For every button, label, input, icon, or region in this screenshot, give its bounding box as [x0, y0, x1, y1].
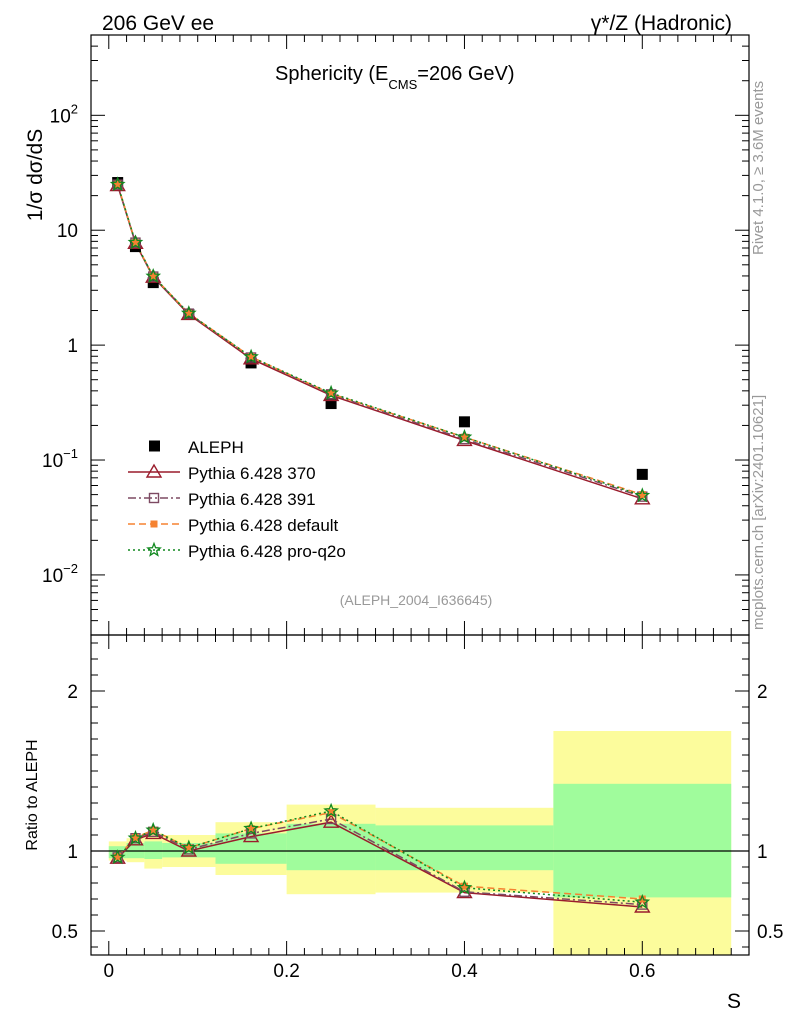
uncertainty-band-inner — [286, 823, 376, 871]
rivet-version-label: Rivet 4.1.0, ≥ 3.6M events — [750, 81, 767, 255]
series-4-point — [180, 305, 197, 321]
ratio-plot: 0.5 0.5 1 1 2 2 0 0.2 0.4 0.6 — [52, 634, 783, 982]
series-3-point — [327, 390, 335, 398]
ratio-series-3-point — [185, 844, 193, 852]
ratio-series-1-point — [242, 828, 260, 843]
series-2-point — [245, 352, 257, 363]
ratio-series-3-point — [131, 833, 139, 841]
legend-aleph-marker — [149, 440, 160, 452]
series-3-point — [247, 353, 255, 361]
series-3-point — [149, 272, 157, 280]
ratio-series-3-point — [149, 826, 157, 834]
series-3-point — [185, 309, 193, 317]
legend-series-3-marker — [150, 520, 158, 528]
ratio-y-axis-label: Ratio to ALEPH — [24, 739, 41, 850]
ratio-y-tick-label-right: 1 — [757, 842, 768, 863]
ratio-series-4-point — [323, 802, 340, 818]
ratio-series-3-point — [114, 853, 122, 861]
series-4-point — [634, 487, 651, 503]
series-2-point — [183, 308, 195, 319]
uncertainty-band-inner — [144, 841, 163, 859]
legend-aleph-label: ALEPH — [188, 438, 244, 457]
ratio-series-4-point — [145, 821, 162, 837]
main-y-axis-label: 1/σ dσ/dS — [24, 129, 47, 221]
main-y-tick-label: 10 — [57, 221, 78, 242]
x-tick-label: 0.2 — [273, 961, 299, 982]
aleph-point — [636, 468, 648, 480]
ratio-y-tick-label-right: 0.5 — [757, 922, 783, 943]
ratio-series-3-point — [247, 825, 255, 833]
ratio-line-4 — [117, 810, 643, 903]
ratio-series-4-point — [127, 829, 144, 845]
series-3-point — [460, 433, 468, 441]
ratio-series-3-point — [638, 895, 646, 903]
main-y-tick-label: 10−1 — [42, 446, 78, 472]
ratio-series-4-point — [456, 879, 473, 895]
aleph-point — [458, 416, 470, 428]
series-4-point — [323, 384, 340, 400]
main-plot: 10−2 10−1 1 10 102 ALEPH Pythia 6.428 370 Pythi… — [42, 34, 750, 636]
ratio-series-3-point — [327, 809, 335, 817]
ratio-series-4-point — [180, 839, 197, 855]
series-3-point — [131, 239, 139, 247]
energy-label: 206 GeV ee — [102, 12, 214, 35]
ratio-series-1-point — [322, 813, 340, 828]
ratio-series-3-point — [460, 882, 468, 890]
legend-series-1-label: Pythia 6.428 370 — [188, 464, 316, 483]
ratio-series-4-point — [634, 893, 651, 909]
ratio-line-2 — [117, 818, 643, 906]
main-y-tick-label: 10−2 — [42, 561, 78, 587]
series-3-point — [638, 491, 646, 499]
series-3-point — [114, 180, 122, 188]
legend-series-4-label: Pythia 6.428 pro-q2o — [188, 542, 346, 561]
ratio-frame — [90, 634, 750, 956]
ratio-series-4-point — [243, 820, 259, 836]
uncertainty-band-inner — [553, 783, 732, 898]
x-tick-label: 0.6 — [629, 961, 655, 982]
x-tick-label: 0.4 — [451, 961, 478, 982]
legend-series-2-label: Pythia 6.428 391 — [188, 490, 316, 509]
ratio-y-tick-label: 0.5 — [52, 922, 78, 943]
plot-title: Sphericity (ECMS=206 GeV) — [275, 63, 515, 92]
uncertainty-band-inner — [375, 825, 554, 871]
main-y-tick-label: 1 — [67, 336, 78, 357]
series-line-4 — [116, 184, 643, 497]
aleph-point — [325, 398, 337, 410]
series-2-point — [148, 271, 159, 282]
series-4-point — [109, 176, 126, 192]
legend-series-4-marker — [146, 541, 162, 557]
series-2-point — [325, 389, 337, 400]
legend-series-2-marker — [148, 492, 160, 504]
ratio-y-tick-label-right: 2 — [757, 682, 768, 703]
ratio-y-tick-label: 2 — [67, 682, 78, 703]
series-4-point — [145, 268, 162, 284]
ratio-y-tick-label: 1 — [67, 842, 78, 863]
aleph-point — [245, 357, 257, 369]
analysis-id-label: (ALEPH_2004_I636645) — [340, 592, 493, 608]
series-4-point — [127, 234, 144, 250]
x-tick-label: 0 — [103, 961, 114, 982]
ratio-series-4-point — [109, 849, 126, 865]
series-4-point — [456, 428, 473, 444]
main-y-tick-label: 102 — [50, 101, 78, 127]
series-4-point — [243, 348, 259, 364]
legend-series-1-marker — [145, 463, 163, 478]
ratio-line-3 — [117, 811, 643, 900]
process-label: γ*/Z (Hadronic) — [591, 12, 732, 35]
mcplots-citation-label: mcplots.cern.ch [arXiv:2401.10621] — [750, 395, 767, 630]
legend-series-3-label: Pythia 6.428 default — [188, 516, 339, 535]
x-axis-label: S — [727, 990, 741, 1013]
